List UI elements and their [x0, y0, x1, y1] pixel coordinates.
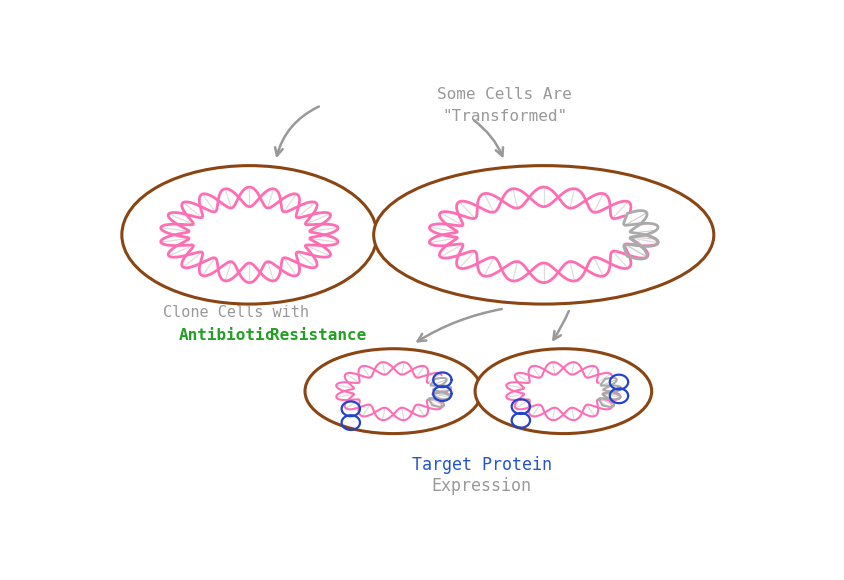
Ellipse shape: [374, 166, 714, 304]
Text: Resistance: Resistance: [270, 328, 366, 343]
Text: Expression: Expression: [431, 477, 532, 495]
Ellipse shape: [475, 349, 652, 434]
Text: Antibiotic: Antibiotic: [178, 328, 274, 343]
Text: Target Protein: Target Protein: [412, 456, 552, 474]
Text: Some Cells Are: Some Cells Are: [437, 86, 572, 102]
Text: Clone Cells with: Clone Cells with: [164, 306, 309, 321]
Ellipse shape: [305, 349, 482, 434]
Ellipse shape: [122, 166, 377, 304]
Text: "Transformed": "Transformed": [442, 109, 567, 124]
